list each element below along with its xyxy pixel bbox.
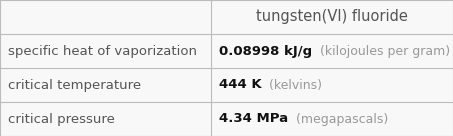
Text: 0.08998 kJ/g: 0.08998 kJ/g — [219, 44, 312, 58]
Text: 4.34 MPa: 4.34 MPa — [219, 112, 288, 126]
Text: (kelvins): (kelvins) — [261, 78, 322, 92]
Text: (kilojoules per gram): (kilojoules per gram) — [312, 44, 450, 58]
Text: tungsten(VI) fluoride: tungsten(VI) fluoride — [256, 10, 408, 24]
Text: 444 K: 444 K — [219, 78, 261, 92]
Text: critical pressure: critical pressure — [8, 112, 115, 126]
Text: critical temperature: critical temperature — [8, 78, 141, 92]
Text: (megapascals): (megapascals) — [288, 112, 388, 126]
Text: specific heat of vaporization: specific heat of vaporization — [8, 44, 197, 58]
